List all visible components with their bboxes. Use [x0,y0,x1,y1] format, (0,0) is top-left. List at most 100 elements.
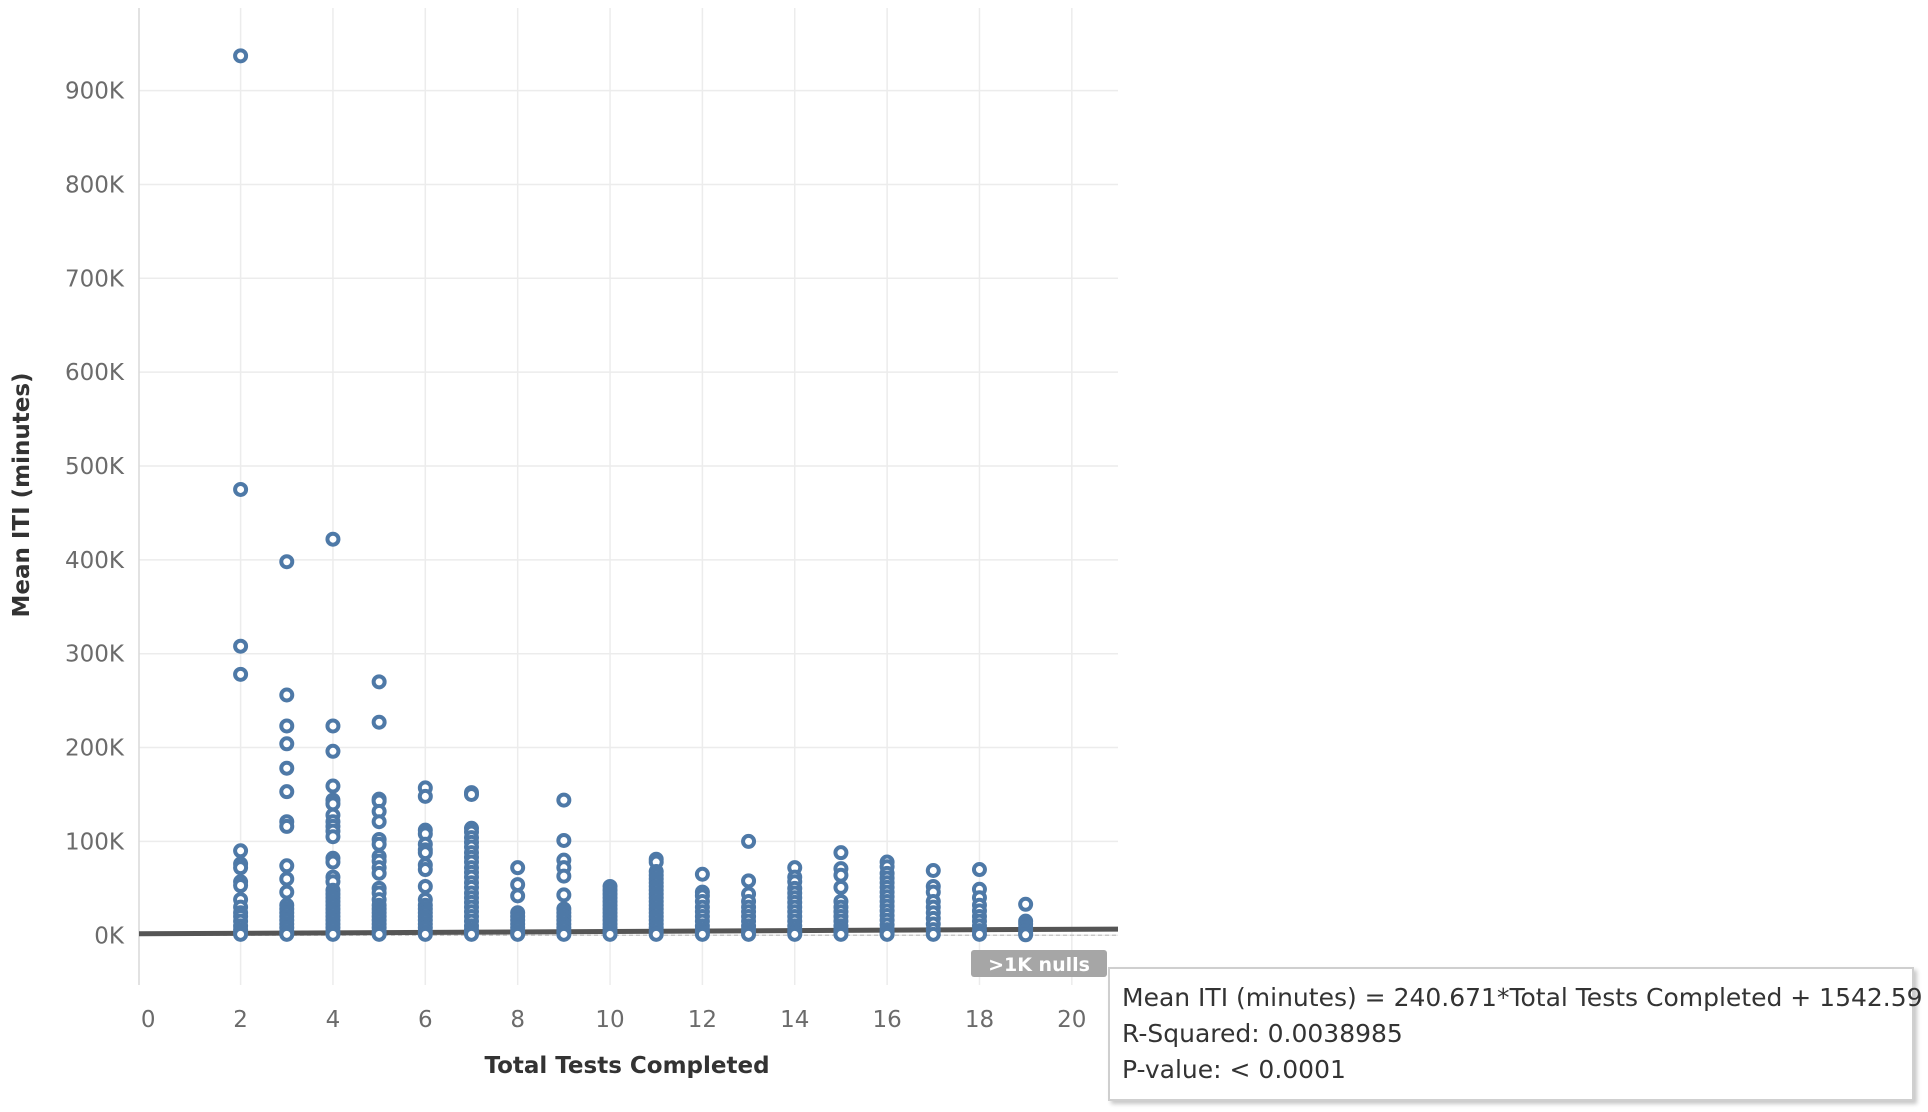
x-tick-label: 10 [595,1007,624,1033]
x-tick-label: 8 [510,1007,525,1033]
null-indicator-background [971,950,1107,977]
y-tick-label: 300K [65,642,125,668]
data-point [325,531,341,547]
y-tick-label: 400K [65,548,125,574]
data-point [279,718,295,734]
x-tick-label: 0 [141,1007,156,1033]
data-point [279,818,295,834]
data-point [279,736,295,752]
data-point [325,829,341,845]
data-point [371,836,387,852]
data-point [371,926,387,942]
data-point [925,863,941,879]
data-point [787,926,803,942]
data-point [833,926,849,942]
data-point [602,926,618,942]
data-point [371,674,387,690]
y-tick-label: 700K [65,266,125,292]
data-point [233,843,249,859]
data-point [233,638,249,654]
data-point [279,858,295,874]
data-point [279,784,295,800]
x-tick-label: 18 [965,1007,994,1033]
trend-line [138,926,1119,937]
data-point [741,926,757,942]
y-tick-label: 0K [94,923,125,949]
data-point [279,926,295,942]
data-point [417,862,433,878]
null-indicator-badge[interactable]: >1K nulls [971,950,1107,977]
data-point [233,481,249,497]
data-point [233,666,249,682]
data-point [417,878,433,894]
data-point [925,926,941,942]
data-point [325,926,341,942]
data-point [1018,927,1034,943]
x-tick-label: 14 [780,1007,809,1033]
data-point [279,884,295,900]
data-point [971,926,987,942]
data-point [417,788,433,804]
data-point [325,778,341,794]
data-point [371,714,387,730]
data-point [233,878,249,894]
data-point [279,687,295,703]
data-point [279,871,295,887]
tooltip-p-value: P-value: < 0.0001 [1122,1055,1346,1084]
data-point [371,865,387,881]
gridlines [139,8,1118,985]
axes [138,8,1118,985]
y-tick-label: 600K [65,360,125,386]
data-point [741,873,757,889]
data-point [556,887,572,903]
data-point [279,554,295,570]
data-point [510,888,526,904]
data-point [1018,896,1034,912]
data-point [510,926,526,942]
data-point [556,926,572,942]
x-tick-label: 6 [418,1007,433,1033]
data-point [463,786,479,802]
data-point [879,926,895,942]
x-tick-label: 20 [1057,1007,1086,1033]
tooltip-r-squared: R-Squared: 0.0038985 [1122,1019,1403,1048]
y-tick-label: 800K [65,172,125,198]
null-indicator-label: >1K nulls [988,954,1090,976]
tooltip-equation: Mean ITI (minutes) = 240.671*Total Tests… [1122,983,1923,1012]
data-point [233,860,249,876]
data-point [325,718,341,734]
data-points [233,48,1034,943]
data-point [741,833,757,849]
trend-line-layer [138,926,1119,937]
data-point [510,860,526,876]
data-point [556,868,572,884]
data-point [648,926,664,942]
data-point [556,792,572,808]
data-point [279,760,295,776]
data-point [325,854,341,870]
y-axis-title: Mean ITI (minutes) [9,372,35,617]
y-tick-label: 100K [65,829,125,855]
data-point [833,867,849,883]
y-tick-label: 900K [65,79,125,105]
data-point [971,862,987,878]
x-tick-label: 16 [872,1007,901,1033]
data-point [417,845,433,861]
data-point [233,926,249,942]
y-tick-label: 200K [65,736,125,762]
data-point [371,814,387,830]
data-point [325,743,341,759]
data-point [694,926,710,942]
data-point [556,832,572,848]
trend-line-tooltip: Mean ITI (minutes) = 240.671*Total Tests… [1108,967,1923,1101]
x-axis-title: Total Tests Completed [484,1053,769,1079]
data-point [417,926,433,942]
data-point [833,845,849,861]
tick-labels: 0 2 4 6 8 10 12 14 16 18 200K100K200K300K400K500K6… [65,79,1086,1033]
x-tick-label: 4 [326,1007,341,1033]
y-tick-label: 500K [65,454,125,480]
data-point [463,926,479,942]
x-tick-label: 2 [233,1007,248,1033]
x-tick-label: 12 [688,1007,717,1033]
